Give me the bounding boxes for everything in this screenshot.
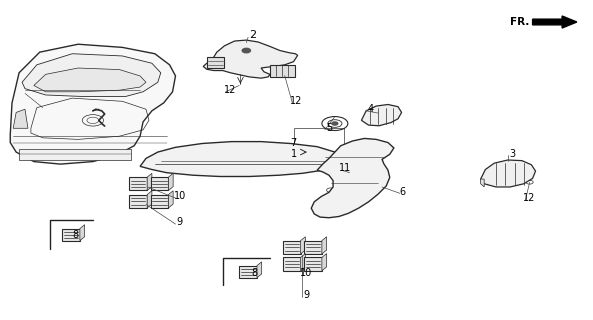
Text: 12: 12 [291,96,302,106]
Polygon shape [19,149,131,160]
Text: 9: 9 [177,217,183,227]
Polygon shape [361,105,401,126]
Polygon shape [257,262,262,278]
Polygon shape [481,160,535,187]
Polygon shape [301,253,305,271]
Polygon shape [322,253,327,271]
Polygon shape [283,257,301,271]
Text: 6: 6 [400,187,406,197]
FancyArrow shape [533,16,577,28]
Text: 9: 9 [304,290,310,300]
Polygon shape [203,40,298,78]
Circle shape [195,156,198,158]
Polygon shape [322,237,327,254]
Polygon shape [151,195,168,208]
Text: 8: 8 [251,268,257,278]
Text: 4: 4 [367,104,374,114]
Polygon shape [10,44,176,164]
Circle shape [242,48,250,53]
Text: FR.: FR. [510,17,530,27]
Polygon shape [34,68,146,92]
Polygon shape [270,65,295,77]
Polygon shape [129,195,147,208]
Text: 1: 1 [291,149,296,159]
Polygon shape [343,170,357,178]
Circle shape [332,122,338,125]
Polygon shape [481,179,484,187]
Text: 8: 8 [72,229,78,240]
Text: 10: 10 [174,191,186,202]
Text: 3: 3 [509,149,515,159]
Text: 10: 10 [301,268,313,278]
Polygon shape [13,109,28,128]
Polygon shape [283,241,301,254]
Polygon shape [62,228,80,241]
Circle shape [235,153,239,155]
Polygon shape [304,241,322,254]
Text: 5: 5 [326,123,332,133]
Polygon shape [147,173,152,190]
Text: 11: 11 [339,163,351,173]
Polygon shape [168,173,173,190]
Polygon shape [239,266,257,278]
Text: 12: 12 [224,85,237,95]
Polygon shape [140,142,341,177]
Circle shape [277,154,280,156]
Polygon shape [22,54,161,97]
Polygon shape [129,177,147,190]
Text: 7: 7 [291,138,296,148]
Polygon shape [311,139,394,218]
Polygon shape [147,191,152,208]
Polygon shape [304,257,322,271]
Polygon shape [168,191,173,208]
Polygon shape [151,177,168,190]
Text: 12: 12 [524,193,536,203]
Polygon shape [80,225,85,241]
Polygon shape [301,237,305,254]
Polygon shape [207,57,225,68]
Text: 2: 2 [248,30,256,40]
